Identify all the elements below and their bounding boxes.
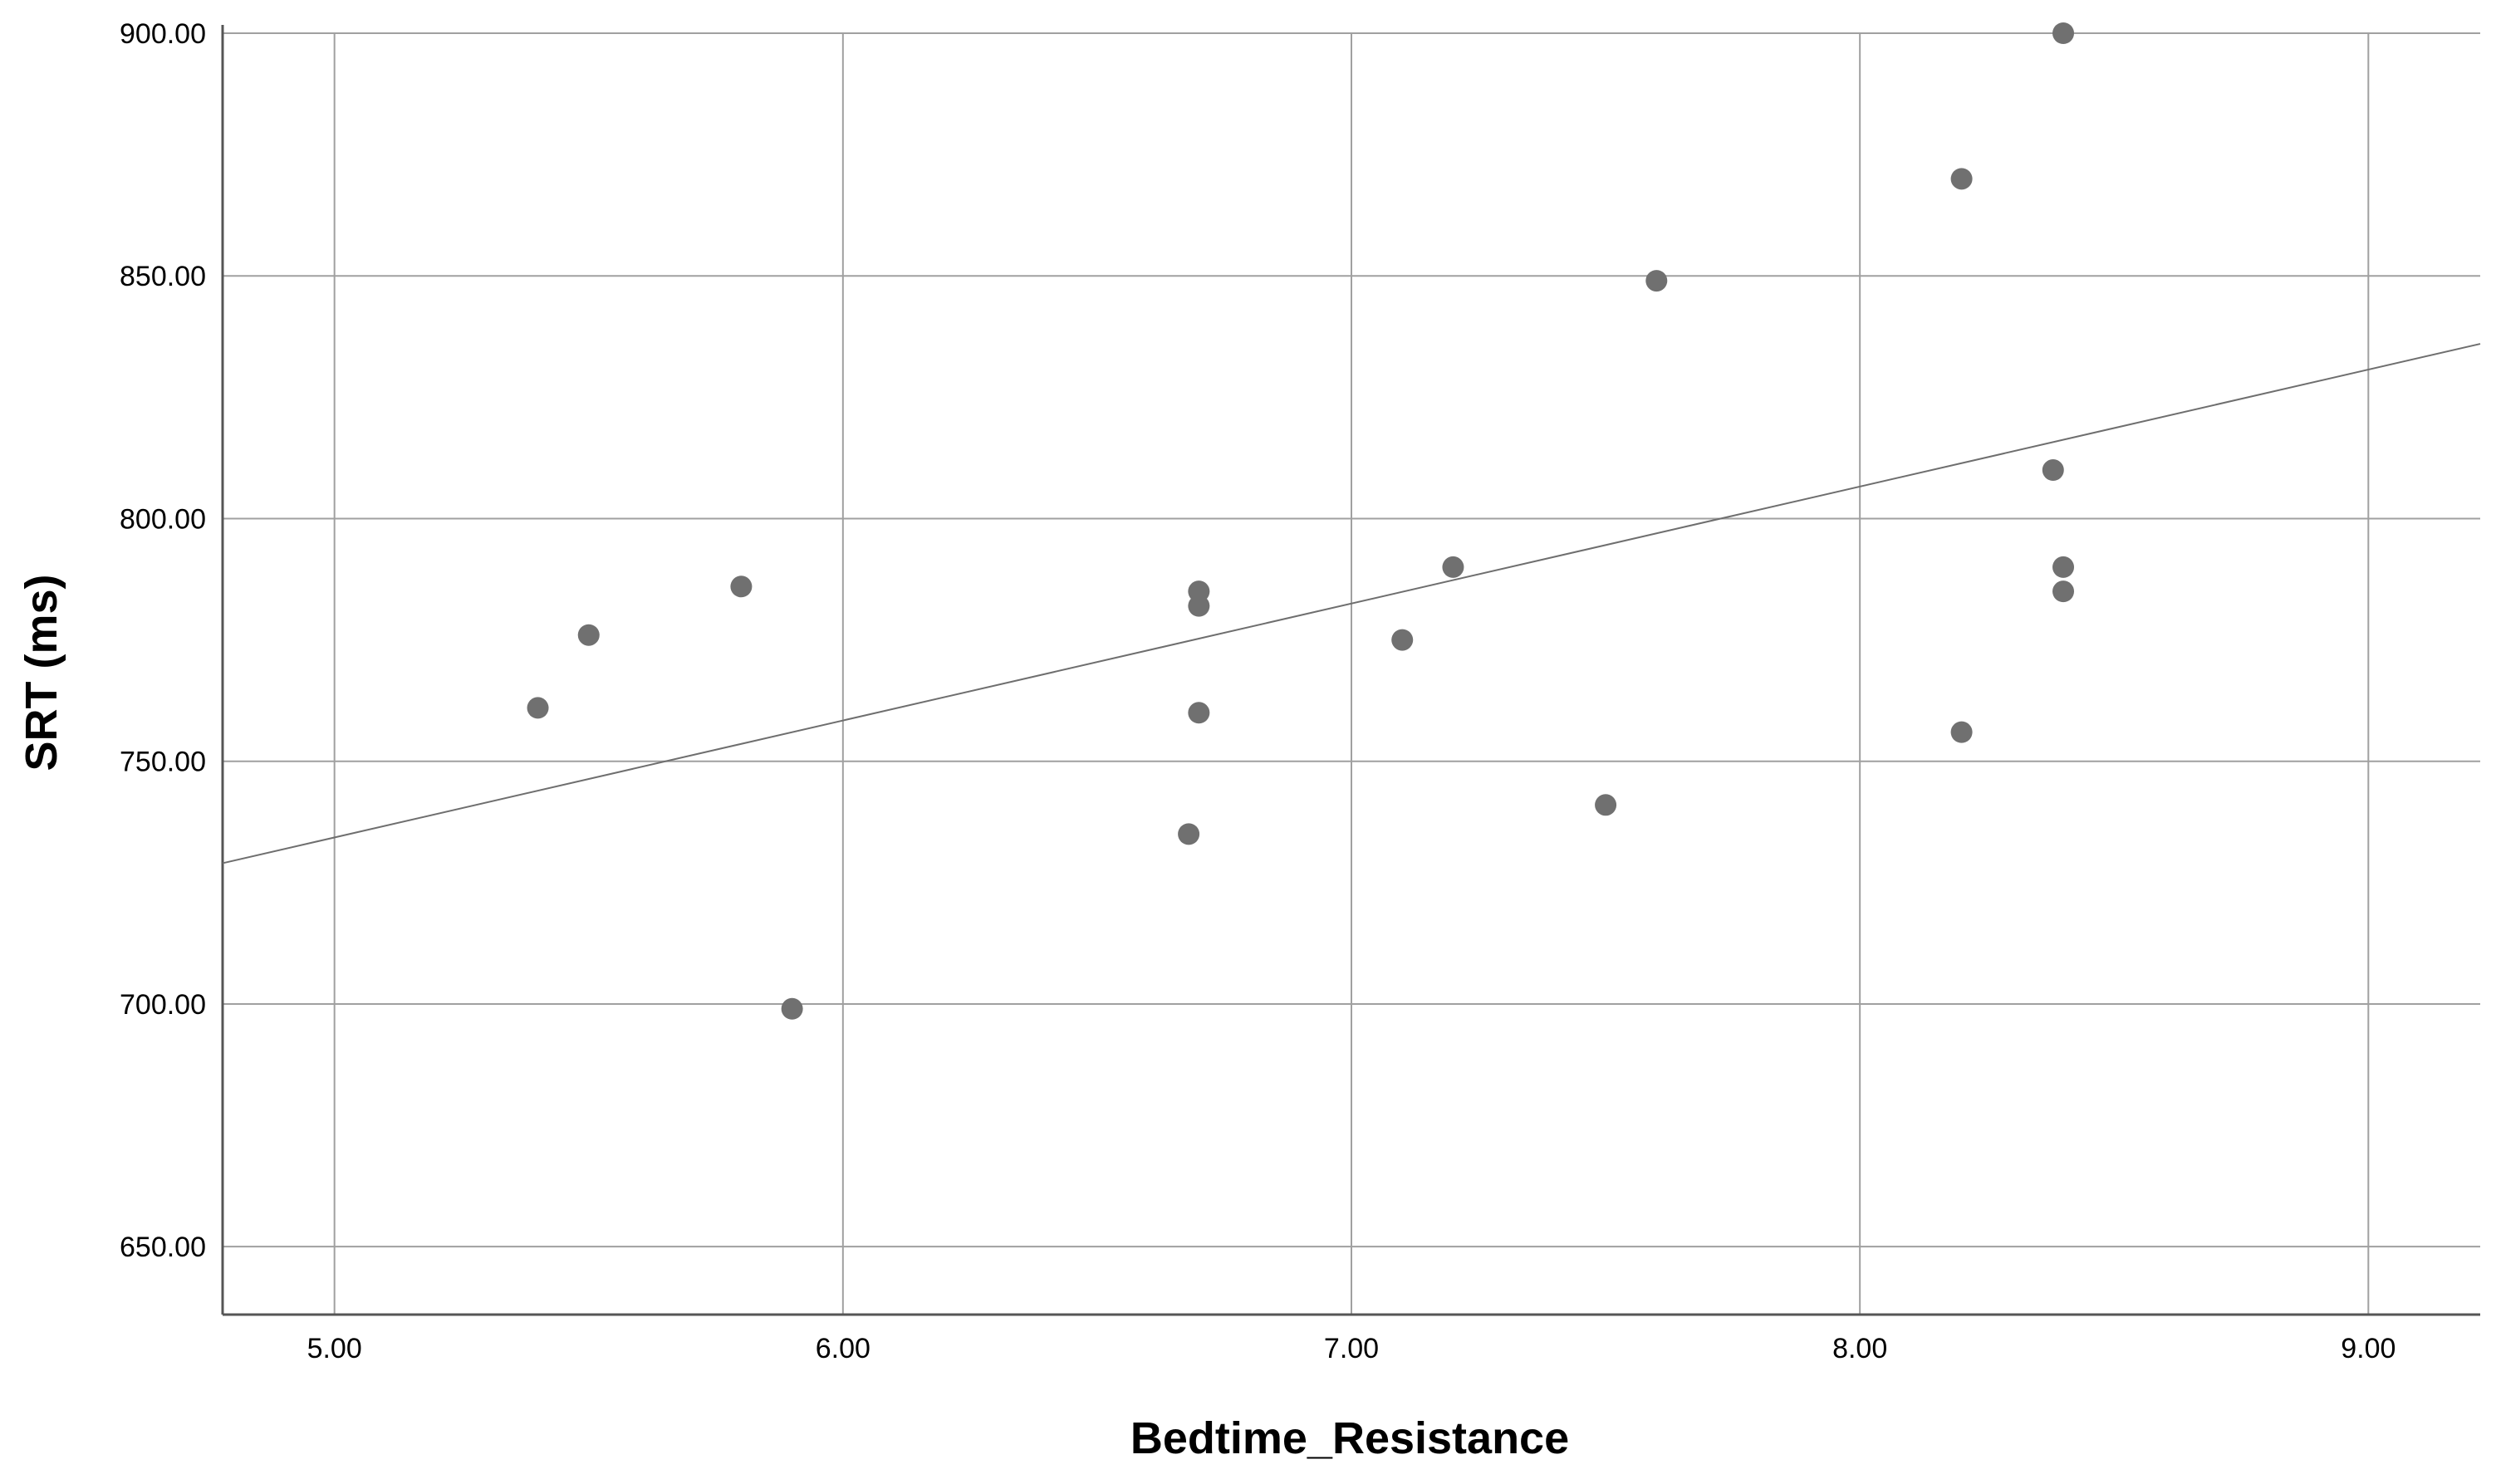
x-tick-label: 5.00	[307, 1333, 362, 1364]
scatter-point	[577, 624, 600, 646]
y-tick-label: 900.00	[120, 18, 206, 50]
scatter-point	[1442, 556, 1464, 578]
scatter-point	[527, 697, 549, 719]
scatter-point	[1188, 702, 1210, 724]
y-tick-label: 700.00	[120, 989, 206, 1021]
scatter-point	[1178, 823, 1200, 845]
scatter-point	[2052, 22, 2075, 44]
fit-line-layer	[222, 343, 2481, 864]
y-tick-labels: 650.00 700.00 750.00 800.00 850.00 900.00	[120, 18, 206, 1263]
data-points	[527, 22, 2075, 1020]
x-tick-label: 7.00	[1324, 1333, 1379, 1364]
scatter-point	[1950, 168, 1973, 190]
fit-line	[222, 343, 2481, 864]
y-tick-label: 850.00	[120, 261, 206, 292]
axes	[221, 25, 2480, 1316]
y-tick-label: 650.00	[120, 1232, 206, 1263]
x-tick-labels: 5.00 6.00 7.00 8.00 9.00	[307, 1333, 2396, 1364]
scatter-point	[2052, 580, 2075, 603]
scatter-point	[1645, 270, 1668, 292]
scatter-point	[1950, 721, 1973, 743]
scatter-point	[781, 997, 803, 1020]
scatter-point	[730, 575, 753, 598]
y-axis-title: SRT (ms)	[17, 574, 66, 771]
y-tick-label: 800.00	[120, 503, 206, 535]
scatter-point	[1595, 794, 1617, 816]
scatter-point	[1188, 595, 1210, 617]
x-tick-label: 9.00	[2341, 1333, 2395, 1364]
x-tick-label: 8.00	[1832, 1333, 1887, 1364]
y-tick-label: 750.00	[120, 747, 206, 778]
scatter-point	[2042, 459, 2064, 482]
x-axis-title: Bedtime_Resistance	[1130, 1413, 1569, 1463]
scatter-point	[1391, 629, 1414, 651]
grid-lines	[223, 32, 2480, 1315]
scatter-point	[2052, 556, 2075, 578]
x-tick-label: 6.00	[816, 1333, 870, 1364]
